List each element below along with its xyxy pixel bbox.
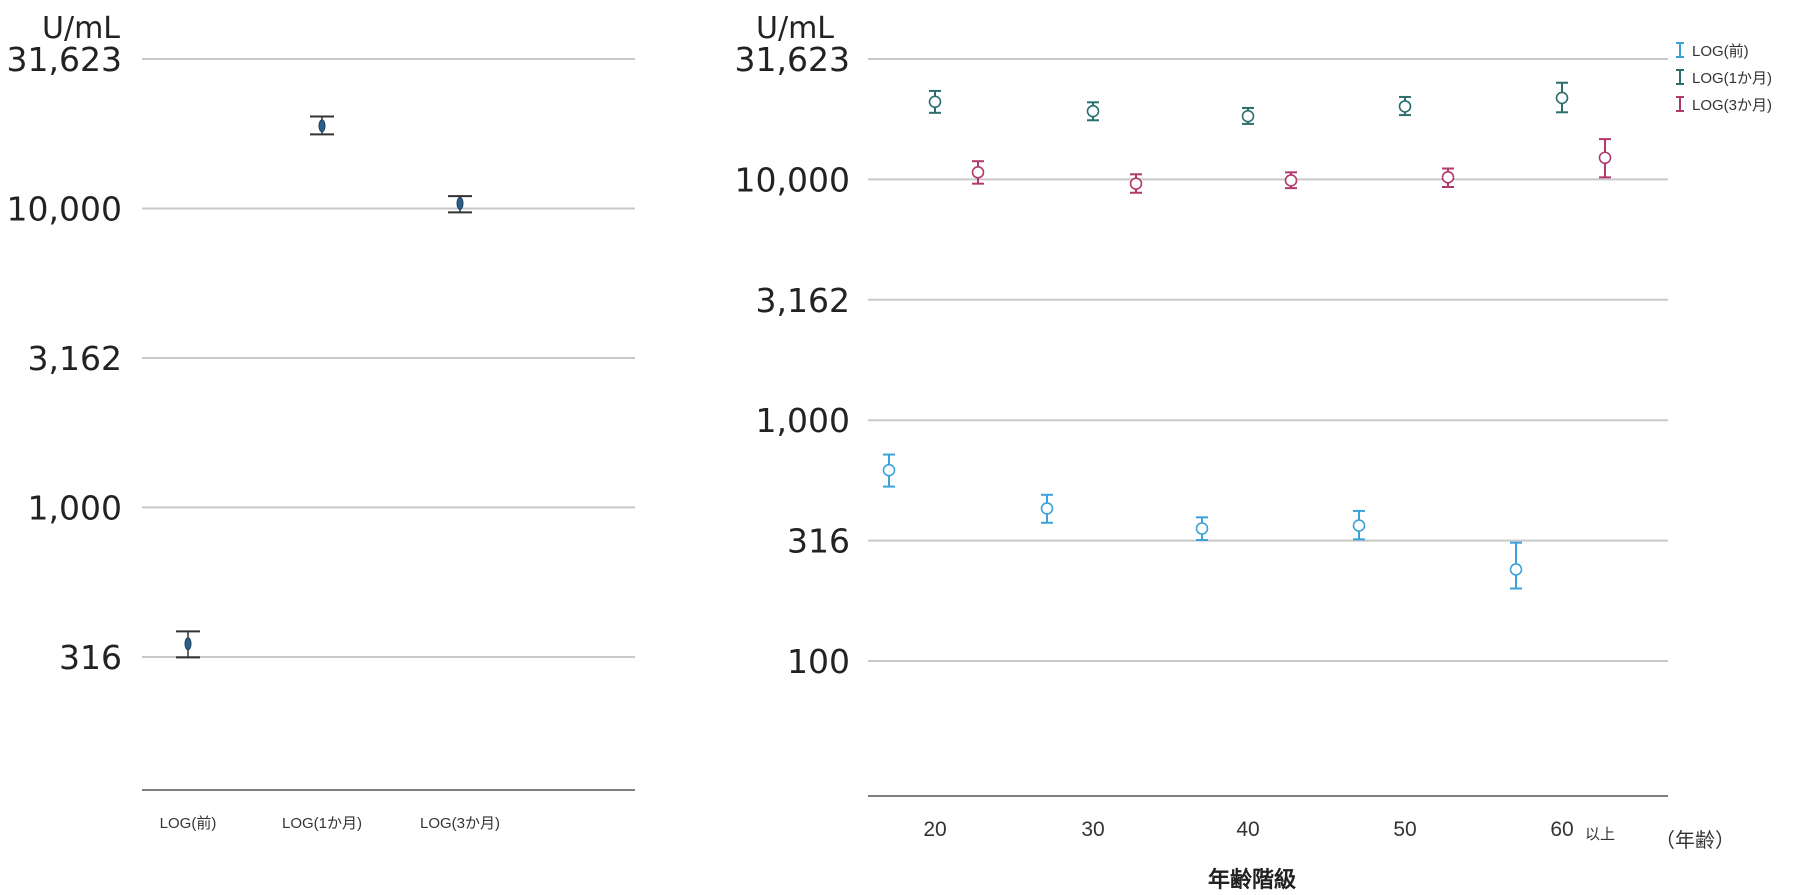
right-mean-marker [971, 166, 985, 179]
legend-label: LOG(前) [1692, 43, 1749, 60]
right-x-tick-label: 30 [1081, 818, 1104, 841]
legend-item: LOG(前) [1676, 42, 1749, 60]
right-error-bar [1129, 173, 1143, 194]
right-mean-marker [1284, 174, 1298, 187]
left-x-category-label: LOG(前) [160, 815, 217, 832]
series-0 [882, 453, 1523, 590]
left-error-bars [176, 115, 472, 659]
legend-item: LOG(1か月) [1676, 69, 1772, 87]
right-chart: U/mL 31,623 10,000 3,162 1,000 316 100 20 30 40… [735, 11, 1772, 893]
right-x-tick-labels: 20 30 40 50 60 [923, 818, 1573, 841]
left-y-unit: U/mL [42, 11, 120, 46]
right-mean-marker [882, 463, 896, 477]
left-x-category-labels: LOG(前) LOG(1か月) LOG(3か月) [160, 815, 500, 832]
series-2 [971, 138, 1612, 194]
right-y-tick-label: 316 [787, 522, 850, 561]
right-error-bar [1441, 167, 1455, 188]
right-mean-marker [1086, 104, 1100, 118]
right-mean-marker [1129, 177, 1143, 190]
right-error-bar [1086, 101, 1100, 122]
right-y-tick-labels: 31,623 10,000 3,162 1,000 316 100 [735, 40, 850, 681]
legend: LOG(前) LOG(1か月) LOG(3か月) [1676, 42, 1772, 114]
right-error-bar [1284, 171, 1298, 190]
x-tick-suffix: 以上 [1585, 826, 1615, 843]
right-mean-marker [1241, 109, 1255, 123]
x-axis-unit: （年齢） [1655, 829, 1735, 852]
legend-label: LOG(1か月) [1692, 70, 1772, 87]
left-error-bar [448, 195, 472, 214]
x-axis-title: 年齢階級 [1208, 867, 1296, 893]
left-y-tick-label: 3,162 [28, 339, 122, 378]
legend-item: LOG(3か月) [1676, 96, 1772, 114]
right-error-bar [882, 453, 896, 488]
right-mean-marker [1352, 519, 1366, 532]
left-error-bar [176, 630, 200, 659]
right-error-bar [928, 89, 942, 114]
left-x-category-label: LOG(3か月) [420, 815, 500, 832]
left-mean-marker [318, 119, 326, 133]
left-y-tick-label: 1,000 [28, 488, 122, 527]
series-1 [928, 81, 1569, 125]
left-y-tick-labels: 31,623 10,000 3,162 1,000 316 [7, 40, 122, 677]
right-mean-marker [928, 95, 942, 109]
right-error-bar [1195, 516, 1209, 542]
right-x-tick-label: 50 [1393, 818, 1416, 841]
right-error-bar [1555, 81, 1569, 114]
right-error-bar [1040, 493, 1054, 524]
right-y-tick-label: 10,000 [735, 160, 850, 199]
legend-label: LOG(3か月) [1692, 97, 1772, 114]
right-error-bar [971, 160, 985, 185]
left-mean-marker [184, 637, 192, 651]
right-mean-marker [1398, 100, 1412, 113]
right-y-unit: U/mL [756, 11, 834, 46]
right-mean-marker [1195, 522, 1209, 535]
left-y-tick-label: 316 [59, 638, 122, 677]
right-error-bars [882, 81, 1612, 590]
right-error-bar [1509, 541, 1523, 590]
left-error-bar [310, 115, 334, 136]
right-x-tick-label: 40 [1236, 818, 1259, 841]
right-error-bar [1598, 138, 1612, 179]
right-mean-marker [1040, 502, 1054, 515]
right-error-bar [1241, 106, 1255, 125]
right-y-tick-label: 31,623 [735, 40, 850, 79]
right-y-tick-label: 3,162 [756, 281, 850, 320]
right-mean-marker [1441, 171, 1455, 184]
right-error-bar [1352, 509, 1366, 541]
right-gridlines [868, 58, 1668, 662]
right-mean-marker [1555, 91, 1569, 105]
left-mean-marker [456, 196, 464, 210]
right-mean-marker [1509, 563, 1523, 576]
right-x-tick-label: 60 [1550, 818, 1573, 841]
right-x-tick-label: 20 [923, 818, 946, 841]
right-mean-marker [1598, 151, 1612, 165]
left-y-tick-label: 10,000 [7, 189, 122, 228]
left-y-tick-label: 31,623 [7, 40, 122, 79]
right-y-tick-label: 100 [787, 642, 850, 681]
left-x-category-label: LOG(1か月) [282, 815, 362, 832]
right-y-tick-label: 1,000 [756, 401, 850, 440]
left-gridlines [142, 58, 635, 658]
right-error-bar [1398, 95, 1412, 117]
